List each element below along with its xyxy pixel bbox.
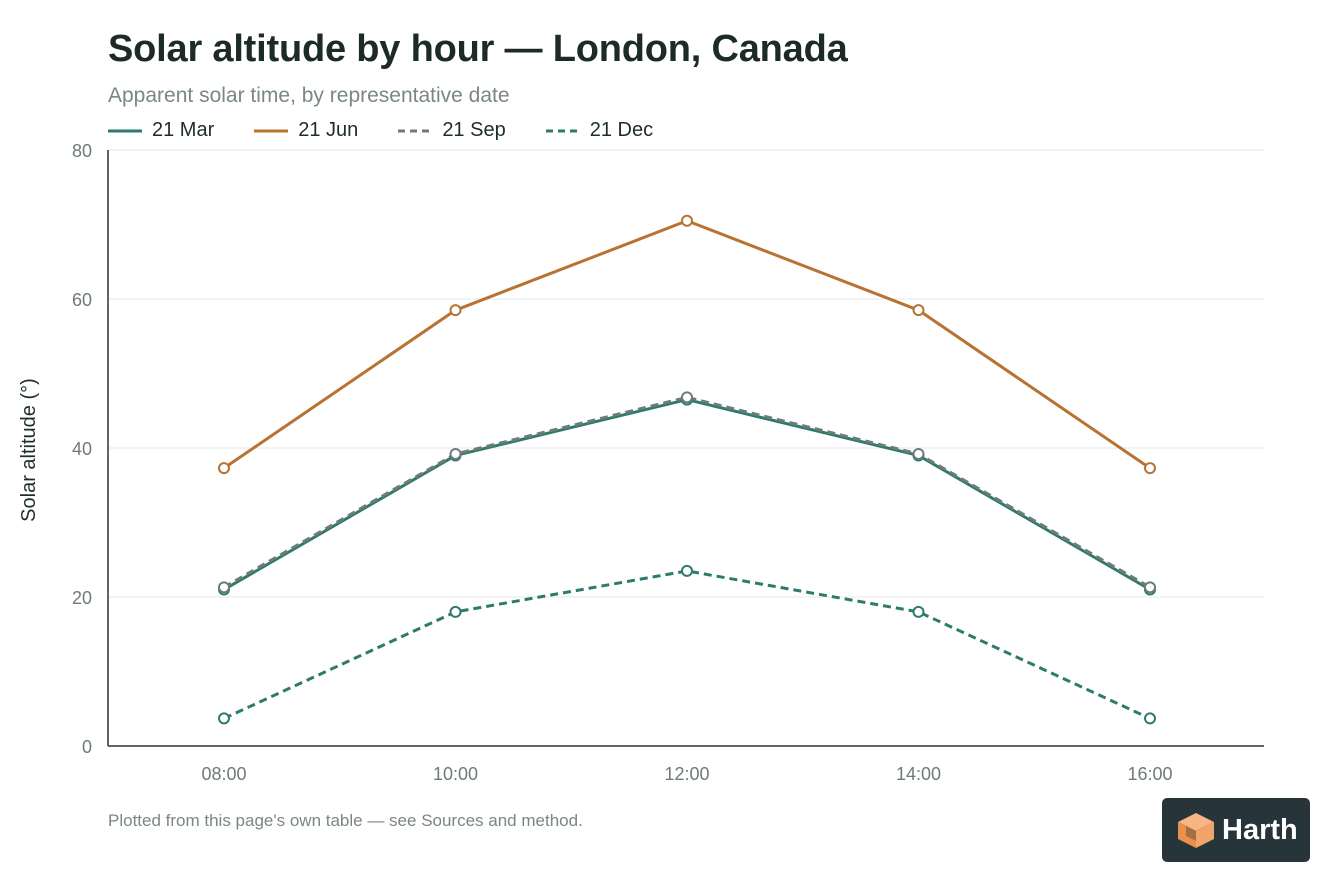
cube-logo-icon	[1178, 813, 1214, 848]
legend-swatch	[254, 129, 289, 132]
data-point	[912, 605, 925, 618]
legend-item: 21 Dec	[545, 119, 654, 142]
legend-item: 21 Mar	[108, 119, 214, 142]
x-tick-label: 12:00	[664, 764, 709, 784]
series-line	[223, 219, 1151, 470]
series-line	[223, 569, 1151, 720]
y-tick-label: 20	[72, 588, 92, 608]
data-point	[218, 462, 230, 475]
footnote: Plotted from this page's own table — see…	[108, 811, 583, 830]
x-tick-label: 16:00	[1127, 764, 1172, 784]
x-tick-label: 10:00	[433, 764, 478, 784]
legend-item: 21 Sep	[398, 119, 506, 142]
x-tick-label: 14:00	[896, 764, 941, 784]
series-line	[223, 395, 1151, 589]
data-point	[449, 447, 462, 460]
y-tick-label: 60	[72, 290, 92, 310]
data-point	[912, 447, 925, 460]
series-line	[223, 398, 1151, 591]
data-point	[218, 712, 230, 725]
line-chart: 0 20 40 60 80 08:00 10:00 12:00 14:00 16:00 Solar …	[18, 141, 1264, 784]
chart-subtitle: Apparent solar time, by representative d…	[108, 84, 510, 107]
chart-title: Solar altitude by hour — London, Canada	[108, 28, 848, 70]
data-point	[449, 304, 462, 317]
y-tick-label: 40	[72, 439, 92, 459]
data-point	[681, 214, 693, 227]
x-tick-label: 08:00	[201, 764, 246, 784]
legend-label: 21 Jun	[298, 119, 359, 141]
legend-swatch	[545, 129, 580, 132]
legend-swatch	[398, 129, 433, 132]
y-axis-label: Solar altitude (°)	[18, 378, 40, 522]
data-point	[912, 304, 925, 317]
chart-legend: 21 Mar 21 Jun 21 Sep 21 Dec	[108, 119, 693, 142]
logo-text: Harth	[1222, 813, 1298, 846]
data-point	[218, 581, 230, 594]
legend-label: 21 Mar	[152, 119, 215, 141]
harth-logo: Harth	[1162, 798, 1310, 862]
data-point	[1144, 712, 1156, 725]
legend-swatch	[108, 129, 142, 132]
legend-item: 21 Jun	[254, 119, 358, 142]
y-tick-label: 80	[72, 141, 92, 161]
data-point	[681, 391, 693, 404]
data-point	[1144, 462, 1156, 475]
legend-label: 21 Dec	[589, 119, 654, 141]
y-tick-label: 0	[82, 737, 92, 757]
data-point	[1144, 581, 1156, 594]
legend-label: 21 Sep	[442, 119, 506, 141]
data-point	[449, 605, 462, 618]
data-point	[681, 564, 693, 577]
